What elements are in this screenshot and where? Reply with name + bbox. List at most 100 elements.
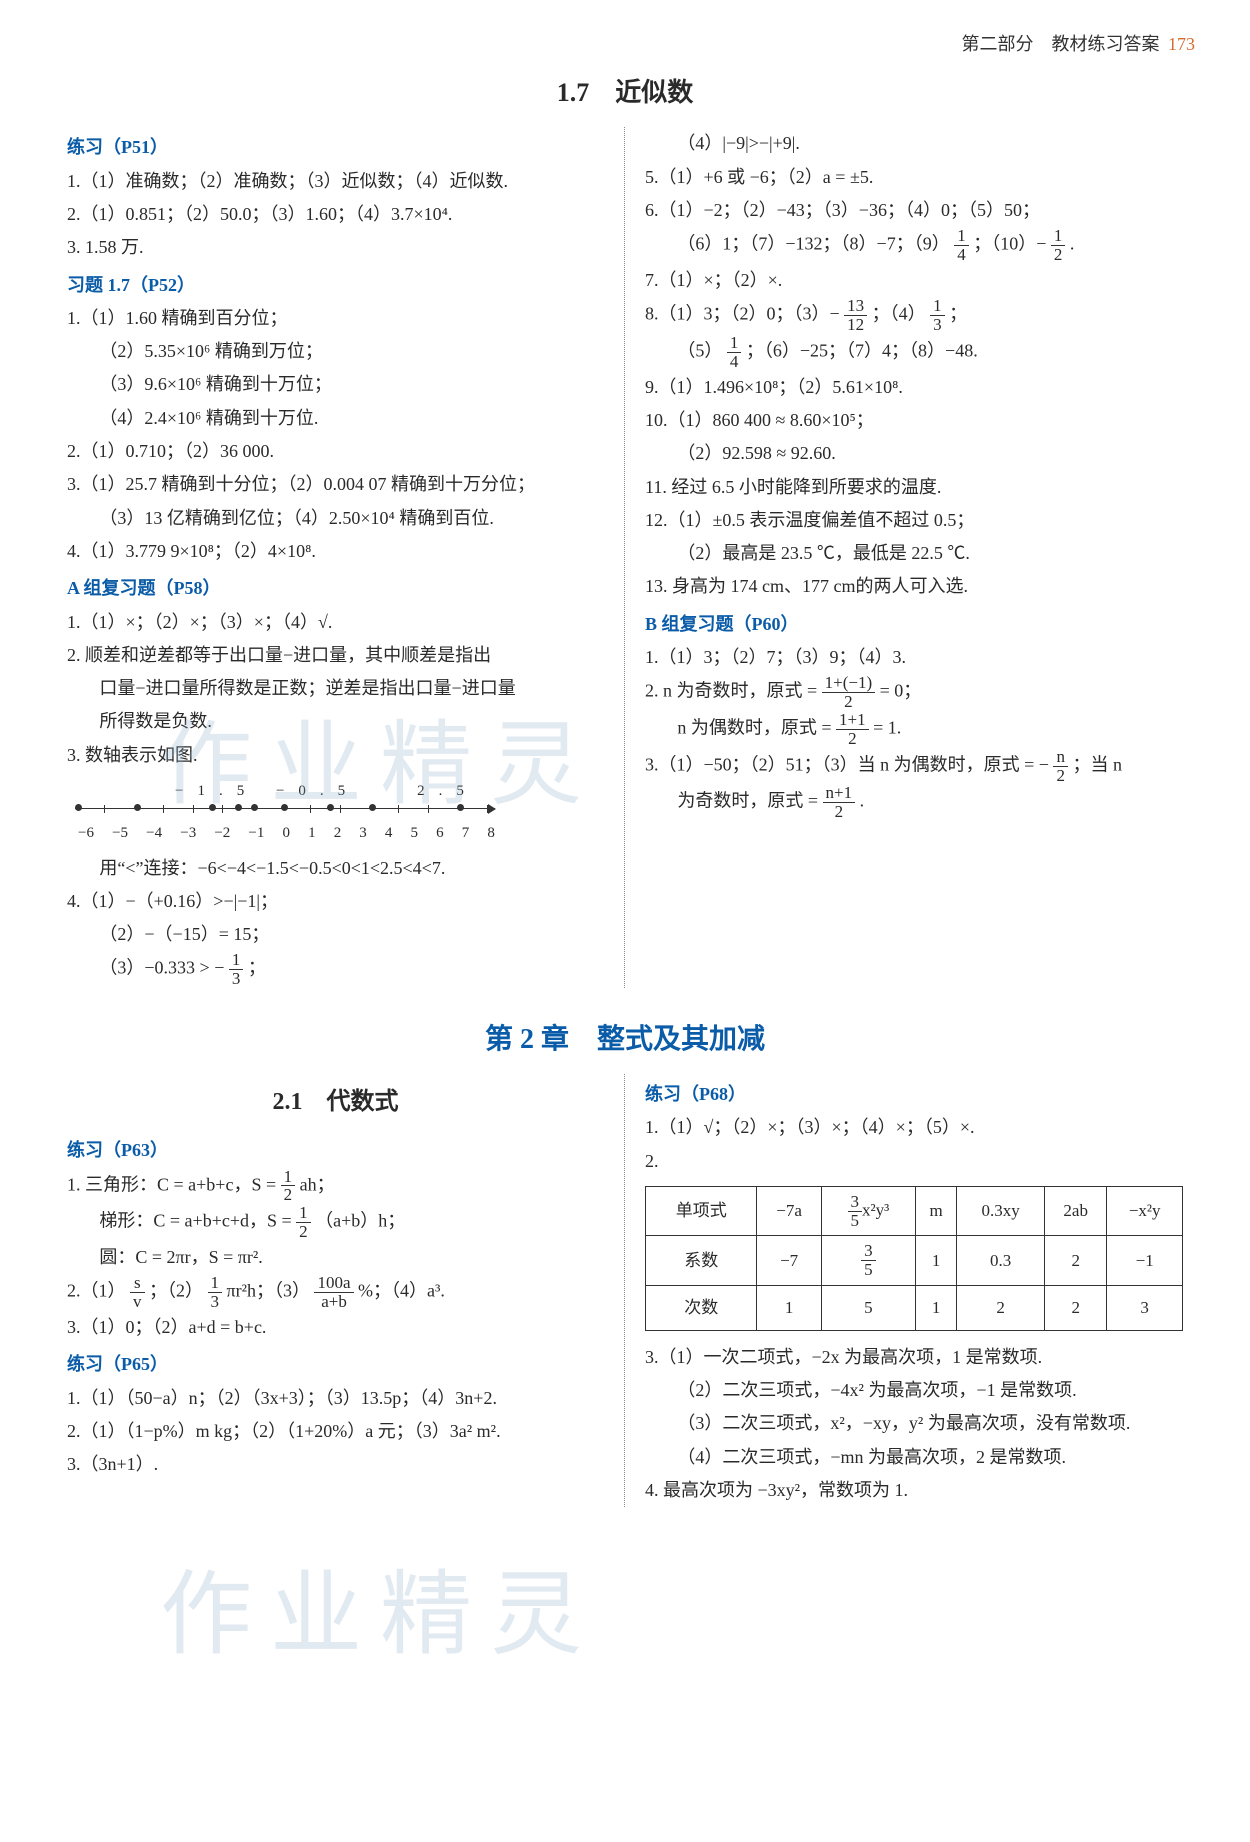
txt: 1. 三角形：C = a+b+c，S = — [67, 1174, 281, 1194]
two-column-upper: 练习（P51） 1.（1）准确数；（2）准确数；（3）近似数；（4）近似数. 2… — [55, 127, 1195, 988]
nl-n: 4 — [385, 820, 393, 848]
p63-l2: 梯形：C = a+b+c+d，S = 12 （a+b）h； — [67, 1204, 604, 1241]
td: 35x²y³ — [821, 1186, 915, 1236]
p63-l1: 1. 三角形：C = a+b+c，S = 12 ah； — [67, 1168, 604, 1205]
p52-q3a: 3.（1）25.7 精确到十分位；（2）0.004 07 精确到十万分位； — [67, 468, 604, 501]
heading-p52: 习题 1.7（P52） — [67, 269, 604, 302]
txt: ；（6）−25；（7）4；（8）−48. — [746, 340, 978, 360]
td: −7a — [757, 1186, 821, 1236]
txt: 2.（1） — [67, 1281, 126, 1301]
p63-l3: 圆：C = 2πr，S = πr². — [67, 1241, 604, 1274]
txt: . — [1070, 234, 1075, 254]
a58-q4a: 4.（1）−（+0.16）>−|−1|； — [67, 885, 604, 918]
nl-n: −3 — [180, 820, 196, 848]
heading-p63: 练习（P63） — [67, 1134, 604, 1167]
th: 次数 — [646, 1286, 757, 1330]
heading-a58: A 组复习题（P58） — [67, 572, 604, 605]
r3b: （6）1；（7）−132；（8）−7；（9） 14 ；（10）− 12 . — [645, 227, 1183, 264]
txt: ；（4） — [872, 304, 926, 324]
fraction-icon: 14 — [727, 334, 742, 371]
r9b: （2）最高是 23.5 ℃，最低是 22.5 ℃. — [645, 537, 1183, 570]
txt: 梯形：C = a+b+c+d，S = — [99, 1211, 296, 1231]
number-line-top-labels: −1.5 −0.5 2.5 — [75, 778, 495, 806]
p65-l1: 1.（1）（50−a）n；（2）（3x+3）；（3）13.5p；（4）3n+2. — [67, 1382, 604, 1415]
p68-l3b: （2）二次三项式，−4x² 为最高次项，−1 是常数项. — [645, 1374, 1183, 1407]
p65-l2: 2.（1）（1−p%）m kg；（2）（1+20%）a 元；（3）3a² m². — [67, 1415, 604, 1448]
td: m — [915, 1186, 956, 1236]
number-line-numbers: −6 −5 −4 −3 −2 −1 0 1 2 3 4 5 6 7 8 — [75, 820, 495, 848]
table-row: 单项式 −7a 35x²y³ m 0.3xy 2ab −x²y — [646, 1186, 1183, 1236]
txt: ；当 n — [1072, 754, 1122, 774]
txt: n 为偶数时，原式 = — [677, 717, 836, 737]
chapter-2-title: 第 2 章 整式及其加减 — [55, 1014, 1195, 1066]
p65-l3: 3.（3n+1）. — [67, 1448, 604, 1481]
r9a: 12.（1）±0.5 表示温度偏差值不超过 0.5； — [645, 504, 1183, 537]
r10: 13. 身高为 174 cm、177 cm的两人可入选. — [645, 570, 1183, 603]
txt: ； — [248, 958, 266, 978]
fraction-icon: 35 — [848, 1193, 863, 1230]
r4: 7.（1）×；（2）×. — [645, 264, 1183, 297]
fraction-icon: 35 — [861, 1242, 876, 1279]
p52-q1d: （4）2.4×10⁶ 精确到十万位. — [67, 402, 604, 435]
nl-n: 1 — [308, 820, 316, 848]
txt: （5） — [677, 340, 722, 360]
r7b: （2）92.598 ≈ 92.60. — [645, 437, 1183, 470]
table-row: 系数 −7 35 1 0.3 2 −1 — [646, 1236, 1183, 1286]
r6: 9.（1）1.496×10⁸；（2）5.61×10⁸. — [645, 371, 1183, 404]
section-1-7-title: 1.7 近似数 — [55, 69, 1195, 117]
nl-n: 0 — [282, 820, 290, 848]
a58-q3: 3. 数轴表示如图. — [67, 739, 604, 772]
two-column-lower: 2.1 代数式 练习（P63） 1. 三角形：C = a+b+c，S = 12 … — [55, 1074, 1195, 1507]
p52-q1c: （3）9.6×10⁶ 精确到十万位； — [67, 368, 604, 401]
p68-l2: 2. — [645, 1145, 1183, 1178]
part-label: 第二部分 教材练习答案 — [962, 34, 1160, 54]
col-right-upper: （4）|−9|>−|+9|. 5.（1）+6 或 −6；（2）a = ±5. 6… — [625, 127, 1195, 988]
monomial-table: 单项式 −7a 35x²y³ m 0.3xy 2ab −x²y 系数 −7 35… — [645, 1186, 1183, 1331]
nl-n: 3 — [359, 820, 367, 848]
txt: 8.（1）3；（2）0；（3）− — [645, 304, 840, 324]
txt: （3）−0.333 > − — [99, 958, 224, 978]
r2: 5.（1）+6 或 −6；（2）a = ±5. — [645, 161, 1183, 194]
td: 0.3xy — [957, 1186, 1045, 1236]
page-number: 173 — [1168, 34, 1195, 54]
td: −7 — [757, 1236, 821, 1286]
fraction-icon: 14 — [954, 227, 969, 264]
td: 1 — [915, 1236, 956, 1286]
nl-n: −1 — [248, 820, 264, 848]
td: 3 — [1107, 1286, 1183, 1330]
b60-q1: 1.（1）3；（2）7；（3）9；（4）3. — [645, 641, 1183, 674]
a58-q2c: 所得数是负数. — [67, 705, 604, 738]
a58-q2b: 口量−进口量所得数是正数；逆差是指出口量−进口量 — [67, 672, 604, 705]
th: 单项式 — [646, 1186, 757, 1236]
heading-p65: 练习（P65） — [67, 1348, 604, 1381]
td: 1 — [915, 1286, 956, 1330]
nl-n: 7 — [462, 820, 470, 848]
b60-q3: 3.（1）−50；（2）51；（3）当 n 为偶数时，原式 = − n2 ；当 … — [645, 748, 1183, 785]
a58-q3u: 用“<”连接：−6<−4<−1.5<−0.5<0<1<2.5<4<7. — [67, 852, 604, 885]
td: 2 — [1045, 1286, 1107, 1330]
txt: . — [860, 791, 865, 811]
col-left-lower: 2.1 代数式 练习（P63） 1. 三角形：C = a+b+c，S = 12 … — [55, 1074, 625, 1507]
txt: ；（10）− — [973, 234, 1046, 254]
p68-l3c: （3）二次三项式，x²，−xy，y² 为最高次项，没有常数项. — [645, 1407, 1183, 1440]
page-header: 第二部分 教材练习答案 173 — [55, 28, 1195, 61]
td: −1 — [1107, 1236, 1183, 1286]
p68-l3d: （4）二次三项式，−mn 为最高次项，2 是常数项. — [645, 1441, 1183, 1474]
p52-q2: 2.（1）0.710；（2）36 000. — [67, 435, 604, 468]
fraction-icon: n2 — [1053, 748, 1068, 785]
nl-n: 6 — [436, 820, 444, 848]
txt: πr²h；（3） — [227, 1281, 310, 1301]
fraction-icon: 1+12 — [836, 711, 869, 748]
heading-b60: B 组复习题（P60） — [645, 608, 1183, 641]
p68-l1: 1.（1）√；（2）×；（3）×；（4）×；（5）×. — [645, 1111, 1183, 1144]
fraction-icon: 1+(−1)2 — [822, 674, 876, 711]
r5: 8.（1）3；（2）0；（3）− 1312 ；（4） 13 ； — [645, 297, 1183, 334]
a58-q4b: （2）−（−15）= 15； — [67, 918, 604, 951]
p68-l4: 4. 最高次项为 −3xy²，常数项为 1. — [645, 1474, 1183, 1507]
fraction-icon: 12 — [281, 1168, 296, 1205]
b60-q2b: n 为偶数时，原式 = 1+12 = 1. — [645, 711, 1183, 748]
nl-n: −4 — [146, 820, 162, 848]
nl-n: −6 — [78, 820, 94, 848]
fraction-icon: n+12 — [823, 784, 856, 821]
txt: 为奇数时，原式 = — [677, 791, 822, 811]
